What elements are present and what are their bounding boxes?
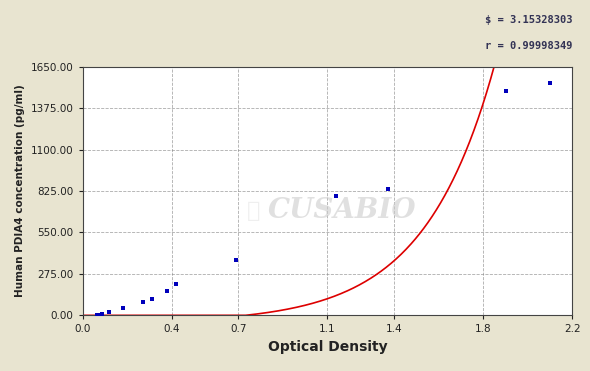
- Text: CUSABIO: CUSABIO: [268, 197, 417, 224]
- Point: [104, 309, 114, 315]
- Point: [171, 282, 181, 288]
- Point: [231, 257, 241, 263]
- Point: [97, 311, 107, 317]
- Point: [383, 186, 392, 192]
- Point: [147, 296, 156, 302]
- Text: r = 0.99998349: r = 0.99998349: [485, 41, 572, 51]
- X-axis label: Optical Density: Optical Density: [268, 340, 387, 354]
- Y-axis label: Human PDIA4 concentration (pg/ml): Human PDIA4 concentration (pg/ml): [15, 85, 25, 298]
- Point: [545, 81, 555, 86]
- Point: [138, 299, 148, 305]
- Point: [94, 312, 104, 318]
- Text: 🦋: 🦋: [247, 201, 261, 221]
- Point: [332, 193, 341, 199]
- Point: [501, 88, 510, 94]
- Point: [92, 312, 101, 318]
- Text: $ = 3.15328303: $ = 3.15328303: [485, 15, 572, 25]
- Point: [118, 305, 127, 311]
- Point: [162, 288, 172, 294]
